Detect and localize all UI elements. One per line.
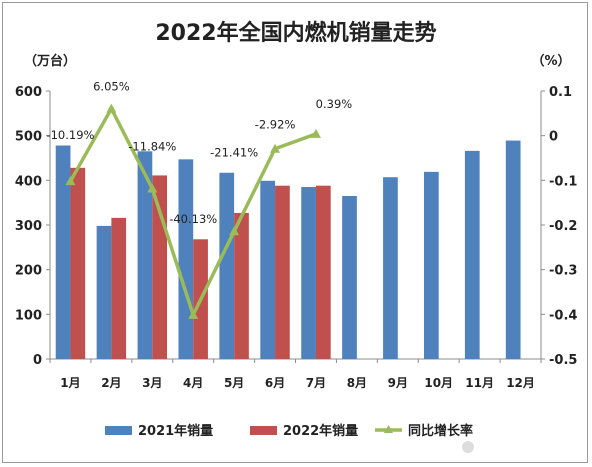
x-tick-label: 3月 (142, 376, 162, 390)
x-tick-label: 1月 (60, 376, 80, 390)
growth-rate-point (188, 309, 199, 319)
right-tick-label: -0.1 (549, 174, 577, 189)
plot-area: 0 100 200 300 400 500 600 -0.5 -0.4 -0.3 -0.2 -0.1 0… (15, 80, 578, 390)
watermark: 中内协会数据 (462, 439, 550, 454)
growth-rate-label: -21.41% (210, 145, 258, 159)
bar-2022 (152, 175, 168, 359)
right-tick-label: -0.4 (549, 308, 577, 323)
bar-2021 (342, 195, 357, 359)
x-tick-label: 7月 (306, 376, 326, 390)
bar-2021 (260, 180, 276, 359)
bar-2021 (464, 150, 480, 359)
left-tick-label: 300 (15, 219, 42, 234)
x-tick-label: 6月 (265, 376, 285, 390)
x-tick-label: 4月 (183, 376, 203, 390)
left-tick-label: 400 (15, 174, 42, 189)
growth-rate-label: -10.19% (46, 128, 94, 142)
bar-2021 (423, 171, 439, 359)
right-tick-label: -0.2 (549, 219, 577, 234)
bar-2022 (315, 185, 331, 359)
bar-2022 (70, 167, 86, 359)
bar-2021 (178, 159, 194, 359)
legend-swatch-2022 (250, 426, 277, 435)
legend-label: 2022年销量 (283, 423, 358, 439)
growth-rate-point (229, 226, 240, 236)
left-tick-label: 0 (33, 353, 42, 368)
chart-title: 2022年全国内燃机销量走势 (155, 20, 436, 46)
right-tick-label: -0.5 (549, 353, 577, 368)
growth-rate-point (310, 128, 321, 138)
left-tick-label: 200 (15, 264, 42, 279)
growth-rate-label: -40.13% (169, 212, 217, 226)
legend-swatch-2021 (105, 426, 132, 435)
growth-rate-label: -2.92% (255, 118, 296, 132)
left-tick-label: 100 (15, 308, 42, 323)
left-tick-label: 600 (15, 85, 42, 100)
bar-2022 (234, 212, 249, 359)
bar-2021 (96, 225, 112, 359)
right-axis-unit: （%） (531, 53, 570, 69)
growth-rate-label: 6.05% (93, 80, 130, 94)
bar-2021 (505, 140, 521, 359)
left-tick-label: 500 (15, 130, 42, 145)
x-tick-label: 5月 (224, 376, 244, 390)
bar-2021 (137, 151, 153, 359)
growth-rate-point (65, 176, 76, 186)
legend-label: 2021年销量 (138, 423, 213, 439)
bar-2022 (275, 185, 290, 359)
wechat-icon (462, 441, 474, 453)
growth-rate-point (147, 183, 158, 193)
right-tick-label: 0 (549, 130, 558, 145)
x-tick-label: 9月 (388, 376, 408, 390)
x-tick-label: 12月 (506, 376, 535, 390)
watermark-text: 中内协会数据 (478, 439, 550, 454)
x-tick-label: 10月 (424, 376, 453, 390)
left-axis-unit: （万台） (24, 53, 76, 69)
legend-label: 同比增长率 (408, 423, 473, 439)
growth-rate-label: -11.84% (128, 140, 176, 154)
bar-2022 (111, 217, 127, 359)
right-tick-label: -0.3 (549, 264, 577, 279)
x-tick-label: 2月 (101, 376, 121, 390)
legend: 2021年销量 2022年销量 同比增长率 (105, 423, 473, 439)
right-tick-label: 0.1 (549, 85, 572, 100)
growth-rate-point (270, 143, 281, 153)
growth-rate-point (106, 103, 117, 113)
x-tick-label: 11月 (465, 376, 494, 390)
bar-2021 (383, 177, 398, 359)
legend-swatch-growth-marker (384, 425, 393, 433)
bar-2021 (219, 172, 235, 359)
growth-rate-label: 0.39% (316, 97, 353, 111)
bar-2021 (301, 187, 316, 359)
bar-2021 (55, 145, 71, 359)
x-tick-label: 8月 (347, 376, 367, 390)
